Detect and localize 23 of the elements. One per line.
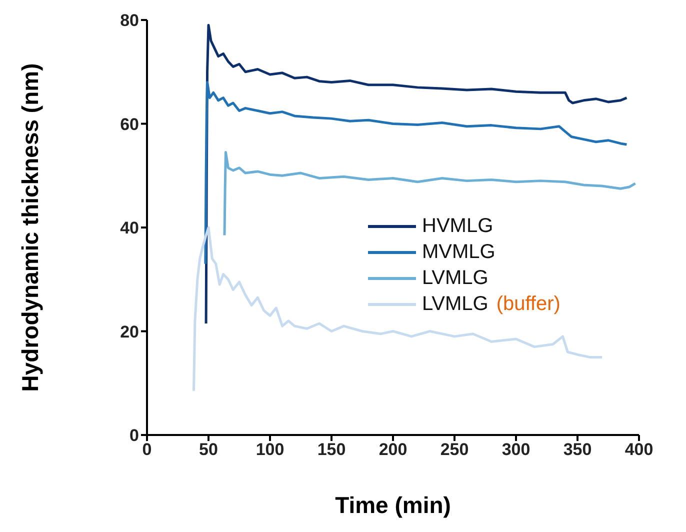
x-tick-label: 150 bbox=[317, 440, 346, 460]
annotation: (buffer) bbox=[496, 292, 560, 316]
x-tick-label: 300 bbox=[502, 440, 530, 460]
legend-label: HVMLG bbox=[422, 214, 494, 238]
x-tick-label: 400 bbox=[624, 440, 654, 460]
x-tick-label: 0 bbox=[142, 440, 152, 460]
line-series bbox=[223, 151, 637, 237]
legend-label: LVMLG bbox=[422, 292, 488, 316]
legend-label: MVMLG bbox=[422, 240, 496, 264]
x-axis-title: Time (min) bbox=[335, 492, 451, 518]
legend-label: LVMLG bbox=[422, 266, 488, 290]
y-tick-label: 80 bbox=[120, 11, 139, 30]
y-tick-label: 40 bbox=[120, 218, 139, 238]
y-tick-label: 20 bbox=[120, 322, 139, 342]
x-tick-label: 100 bbox=[256, 440, 284, 460]
x-tick-label: 250 bbox=[440, 440, 469, 460]
line-series bbox=[204, 81, 628, 266]
x-tick-label: 200 bbox=[378, 440, 408, 460]
x-tick-label: 50 bbox=[199, 440, 218, 460]
x-tick-label: 350 bbox=[563, 440, 592, 460]
y-tick-label: 60 bbox=[120, 114, 139, 134]
y-tick-label: 0 bbox=[130, 426, 139, 446]
y-axis-title: Hydrodynamic thickness (nm) bbox=[17, 63, 44, 392]
